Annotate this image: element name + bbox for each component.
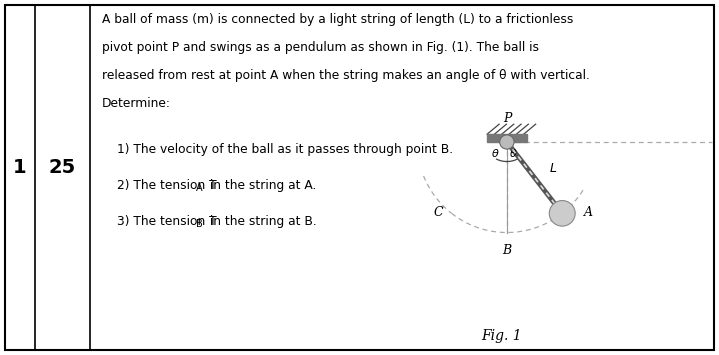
Text: A: A [196,183,203,193]
Ellipse shape [549,201,575,226]
Text: 2) The tension T: 2) The tension T [117,179,216,192]
Text: A: A [584,206,593,219]
Text: pivot point P and swings as a pendulum as shown in Fig. (1). The ball is: pivot point P and swings as a pendulum a… [102,41,539,54]
Text: $\theta$: $\theta$ [491,147,499,159]
Text: Determine:: Determine: [102,97,171,110]
Text: in the string at B.: in the string at B. [206,215,317,228]
Ellipse shape [500,135,514,149]
Text: 3) The tension T: 3) The tension T [117,215,216,228]
Text: 1: 1 [13,158,27,177]
Text: B: B [196,219,203,229]
Bar [487,134,526,142]
Text: Fig. 1: Fig. 1 [482,329,522,343]
Text: A ball of mass (m) is connected by a light string of length (L) to a frictionles: A ball of mass (m) is connected by a lig… [102,13,573,26]
Text: in the string at A.: in the string at A. [206,179,316,192]
Text: $\theta$: $\theta$ [509,147,518,159]
Text: C: C [434,206,444,219]
Text: $L$: $L$ [549,162,557,175]
Text: 1) The velocity of the ball as it passes through point B.: 1) The velocity of the ball as it passes… [117,143,453,156]
Text: B: B [503,244,511,257]
Text: 25: 25 [49,158,76,177]
Text: released from rest at point A when the string makes an angle of θ with vertical.: released from rest at point A when the s… [102,69,590,82]
Text: P: P [503,112,511,125]
